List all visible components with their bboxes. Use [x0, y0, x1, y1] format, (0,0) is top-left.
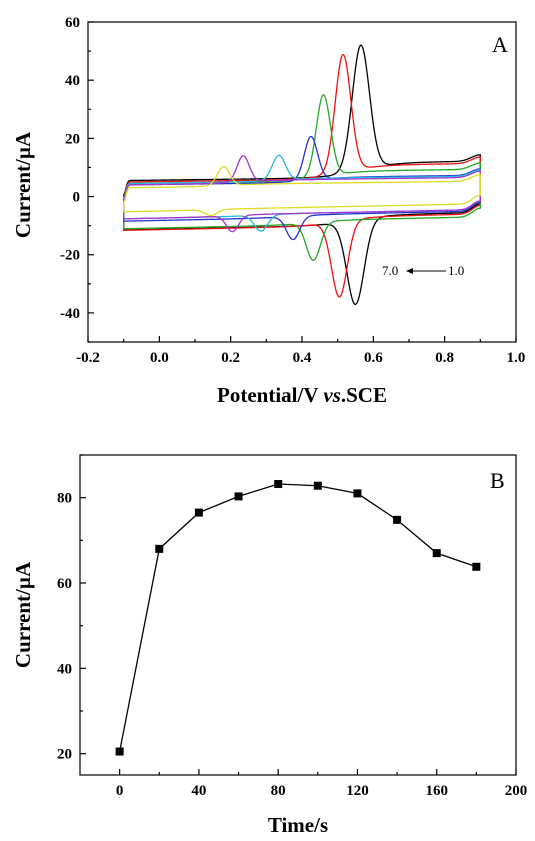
cv-series-4 [123, 135, 481, 241]
x-tick-label: 80 [271, 783, 286, 799]
y-tick-label: 80 [57, 491, 72, 507]
data-point [353, 489, 362, 498]
data-point [234, 492, 243, 501]
cv-series-7 [123, 165, 481, 217]
data-point [274, 480, 283, 489]
annotation-right: 1.0 [448, 263, 464, 278]
x-tick-label: 160 [425, 783, 448, 799]
x-tick-label: -0.2 [76, 350, 100, 366]
plot-frame-b [79, 454, 517, 776]
data-point [393, 515, 402, 524]
data-point [115, 747, 124, 756]
data-point [472, 562, 481, 571]
y-axis-label-a: Current/µA [11, 131, 35, 238]
x-tick-label: 1.0 [507, 350, 526, 366]
series-line [119, 483, 477, 752]
time-series [115, 480, 481, 756]
cv-series-6 [123, 155, 481, 233]
y-tick-label: 40 [65, 73, 80, 89]
x-tick-label: 0.2 [221, 350, 240, 366]
data-point [194, 508, 203, 517]
panel-label-a: A [492, 32, 508, 57]
x-axis-label-a: Potential/V vs.SCE [217, 383, 387, 407]
annotation-left: 7.0 [382, 263, 398, 278]
chart-b: 0 40 80 120 160 200 20 40 60 80 B Time/s Current/… [11, 454, 528, 837]
x-tick-label: 200 [505, 783, 528, 799]
x-tick-label: 0 [116, 783, 124, 799]
data-point [155, 544, 164, 553]
panel-label-b: B [490, 468, 505, 493]
y-tick-label: 0 [73, 190, 81, 206]
ticks-b: 0 40 80 120 160 200 20 40 60 80 [57, 454, 528, 799]
y-tick-label: -20 [60, 248, 80, 264]
x-axis-label-main: Potential/V [217, 383, 323, 407]
y-tick-label: 60 [65, 15, 80, 31]
x-tick-label: 0.0 [150, 350, 169, 366]
x-axis-label-italic: vs [323, 383, 341, 407]
y-axis-label-b: Current/µA [11, 561, 35, 668]
x-axis-label-tail: .SCE [341, 383, 387, 407]
ticks-a: -0.2 0.0 0.2 0.4 0.6 0.8 1.0 -40 -20 0 20 40 60 [60, 15, 525, 366]
x-tick-label: 40 [191, 783, 206, 799]
cv-curves [123, 44, 481, 306]
y-tick-label: 20 [57, 747, 72, 763]
cv-series-1 [123, 44, 481, 306]
data-point [432, 549, 441, 558]
x-tick-label: 0.8 [435, 350, 454, 366]
y-tick-label: -40 [60, 306, 80, 322]
annotation-arrowhead [406, 268, 413, 274]
data-point [313, 481, 322, 490]
y-tick-label: 60 [57, 576, 72, 592]
x-tick-label: 0.6 [364, 350, 383, 366]
chart-a: -0.2 0.0 0.2 0.4 0.6 0.8 1.0 -40 -20 0 20 40 60 A 7.… [11, 15, 525, 407]
x-tick-label: 0.4 [293, 350, 312, 366]
y-tick-label: 40 [57, 661, 72, 677]
y-tick-label: 20 [65, 131, 80, 147]
x-axis-label-b: Time/s [268, 813, 328, 837]
x-tick-label: 120 [346, 783, 369, 799]
